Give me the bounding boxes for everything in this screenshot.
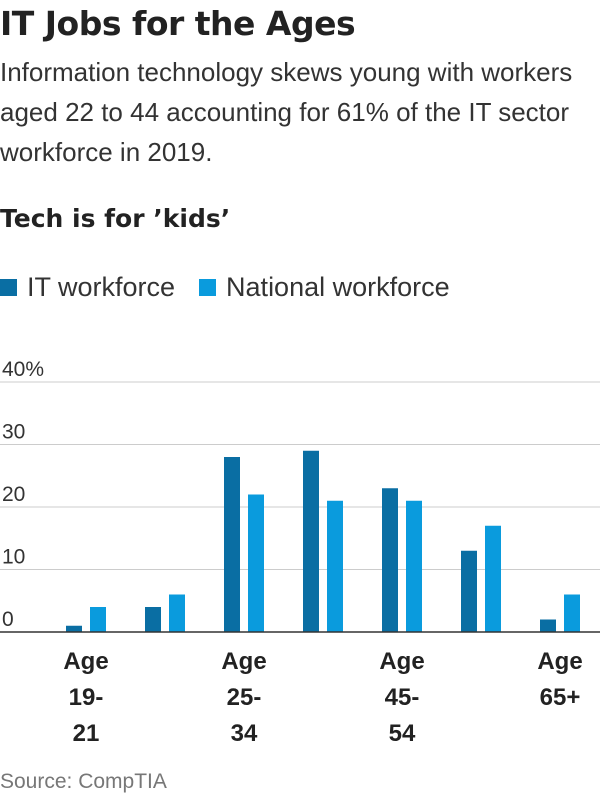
y-tick-label: 30 (2, 421, 25, 444)
x-tick-label: 34 (231, 720, 258, 747)
chart-title: IT Jobs for the Ages (0, 4, 356, 43)
section-heading: Tech is for ’kids’ (0, 204, 231, 233)
source-note: Source: CompTIA (0, 770, 167, 793)
y-tick-label: 10 (2, 546, 25, 569)
bar-it (66, 625, 82, 632)
x-tick-label: 65+ (540, 684, 581, 711)
bar-it (224, 457, 240, 632)
bar-national (327, 500, 343, 632)
legend-label-it: IT workforce (27, 271, 176, 302)
x-tick-label: 54 (389, 720, 416, 747)
bar-national (90, 607, 106, 632)
y-tick-label: 0 (2, 608, 14, 631)
x-tick-label: 25- (227, 684, 262, 711)
x-tick-label: 21 (73, 720, 100, 747)
bar-it (540, 619, 556, 632)
x-tick-label: Age (537, 648, 582, 675)
x-tick-label: 19- (69, 684, 104, 711)
bar-national (564, 594, 580, 632)
bar-national (169, 594, 185, 632)
legend-item-it: IT workforce (0, 272, 175, 303)
y-tick-label: 20 (2, 483, 25, 506)
y-tick-label: 40% (2, 358, 44, 381)
bar-it (382, 488, 398, 632)
chart-subtitle: Information technology skews young with … (0, 57, 573, 167)
legend-swatch-national (199, 278, 217, 296)
legend-item-national: National workforce (199, 272, 450, 303)
bar-it (145, 607, 161, 632)
x-tick-label: Age (63, 648, 108, 675)
x-tick-label: Age (221, 648, 266, 675)
x-tick-label: 45- (385, 684, 420, 711)
bar-national (248, 494, 264, 632)
bar-it (461, 550, 477, 632)
legend-swatch-it (0, 278, 17, 296)
legend: IT workforce National workforce (0, 270, 474, 304)
bar-it (303, 450, 319, 632)
legend-label-national: National workforce (226, 271, 450, 302)
x-tick-label: Age (379, 648, 424, 675)
bar-national (406, 500, 422, 632)
bar-chart: 0 10 20 30 40% Age 19- 21 Age 25- 34 Age 45- 54 Age 65+ (0, 358, 600, 747)
bar-national (485, 525, 501, 632)
